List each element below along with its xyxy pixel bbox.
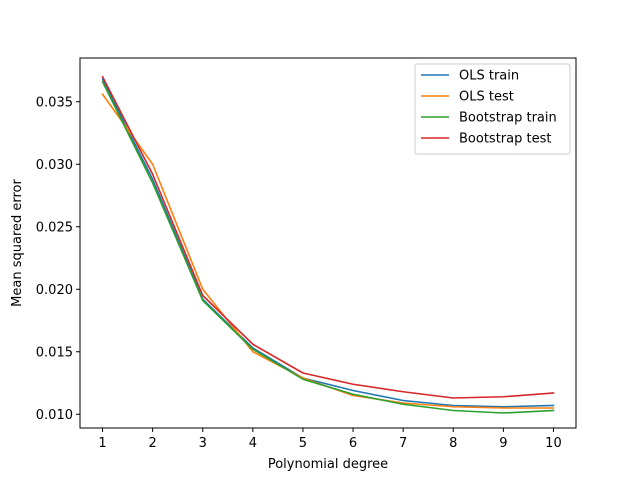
legend-label: OLS train bbox=[459, 69, 519, 84]
x-tick-label: 10 bbox=[545, 436, 562, 451]
legend-box bbox=[414, 63, 571, 155]
legend-label: Bootstrap train bbox=[459, 111, 557, 126]
y-axis-ticks: 0.010 0.015 0.020 0.025 0.030 0.035 bbox=[36, 95, 80, 423]
y-tick-label: 0.010 bbox=[36, 408, 73, 423]
legend-label: OLS test bbox=[459, 90, 514, 105]
x-tick-label: 5 bbox=[299, 436, 307, 451]
x-tick-label: 4 bbox=[249, 436, 257, 451]
y-tick-label: 0.030 bbox=[36, 158, 73, 173]
legend: OLS train OLS test Bootstrap train Bootstra… bbox=[414, 63, 571, 155]
x-tick-label: 6 bbox=[349, 436, 357, 451]
series-layer bbox=[101, 75, 555, 414]
x-tick-label: 2 bbox=[149, 436, 157, 451]
y-tick-label: 0.015 bbox=[36, 345, 73, 360]
x-axis-label: Polynomial degree bbox=[268, 457, 388, 472]
y-tick-label: 0.035 bbox=[36, 95, 73, 110]
x-tick-label: 1 bbox=[98, 436, 106, 451]
series-line-bootstrap-test bbox=[101, 75, 555, 399]
x-axis-ticks: 1 2 3 4 5 6 7 8 9 10 bbox=[98, 428, 562, 451]
legend-label: Bootstrap test bbox=[459, 132, 551, 147]
y-tick-label: 0.020 bbox=[36, 283, 73, 298]
series-line-ols-train bbox=[101, 78, 555, 408]
series-line-bootstrap-train bbox=[101, 80, 555, 414]
x-tick-label: 9 bbox=[499, 436, 507, 451]
plot-frame bbox=[79, 57, 577, 429]
y-tick-label: 0.025 bbox=[36, 220, 73, 235]
x-tick-label: 3 bbox=[199, 436, 207, 451]
x-tick-label: 7 bbox=[399, 436, 407, 451]
y-axis-label: Mean squared error bbox=[10, 179, 25, 307]
x-tick-label: 8 bbox=[449, 436, 457, 451]
